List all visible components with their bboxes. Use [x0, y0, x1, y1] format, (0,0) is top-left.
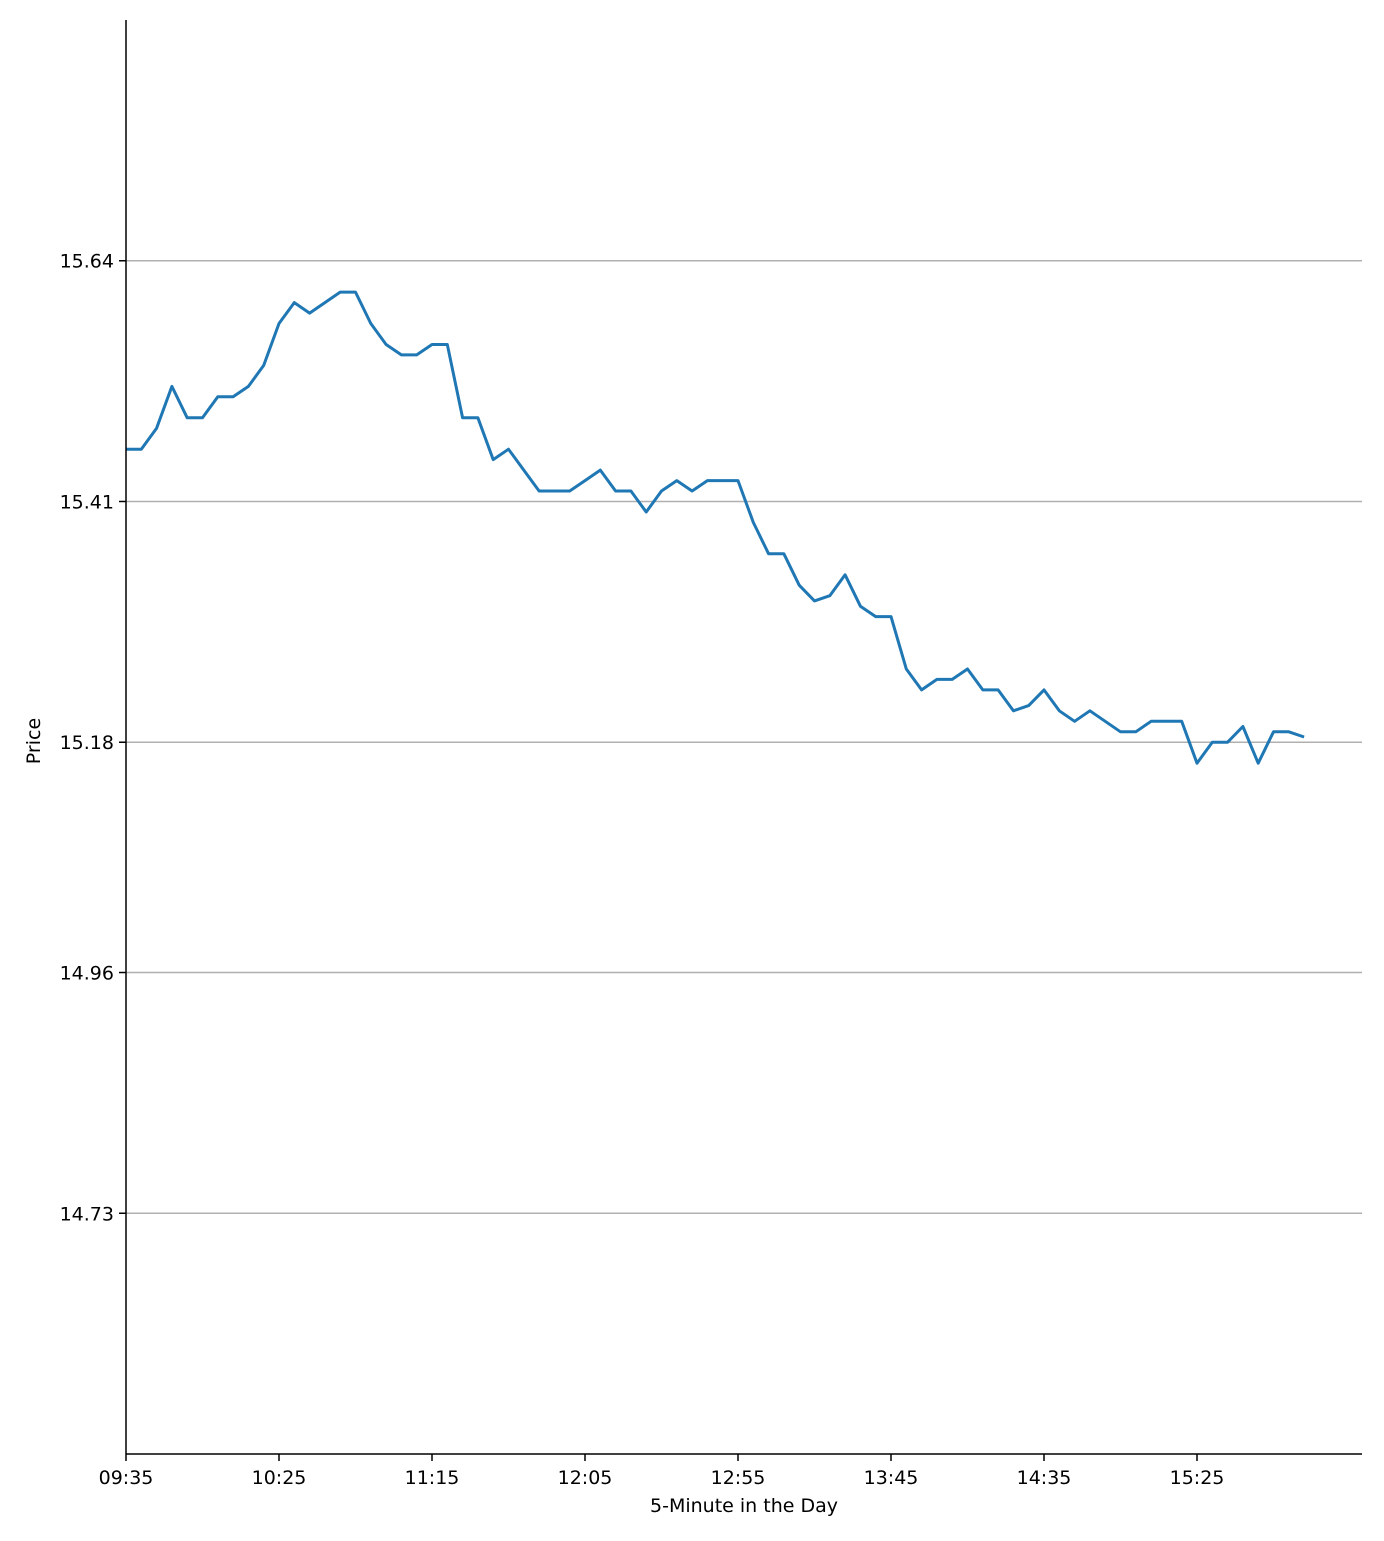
x-tick-label: 12:05 [558, 1467, 613, 1489]
x-tick-label: 09:35 [99, 1467, 154, 1489]
x-tick-label: 15:25 [1170, 1467, 1225, 1489]
price-series-line [126, 290, 1305, 765]
x-tick-label: 12:55 [711, 1467, 766, 1489]
y-tick-label: 15.18 [60, 732, 114, 754]
x-tick-label: 11:15 [405, 1467, 460, 1489]
y-tick-label: 15.64 [60, 251, 114, 273]
y-axis-title: Price [23, 718, 45, 764]
y-tick-label: 14.73 [60, 1203, 114, 1225]
series-layer [126, 290, 1305, 765]
horizontal-gridlines [126, 259, 1362, 1215]
x-ticks: 09:35 10:25 11:15 12:05 12:55 13:45 14:35 15:25 [99, 1454, 1225, 1489]
x-tick-label: 14:35 [1017, 1467, 1072, 1489]
y-tick-label: 14.96 [60, 963, 114, 985]
x-tick-label: 10:25 [252, 1467, 307, 1489]
axes [125, 20, 1362, 1455]
y-tick-label: 15.41 [60, 491, 114, 513]
x-axis-title: 5-Minute in the Day [650, 1495, 838, 1517]
x-tick-label: 13:45 [864, 1467, 919, 1489]
y-ticks: 14.73 14.96 15.18 15.41 15.64 [60, 251, 126, 1225]
